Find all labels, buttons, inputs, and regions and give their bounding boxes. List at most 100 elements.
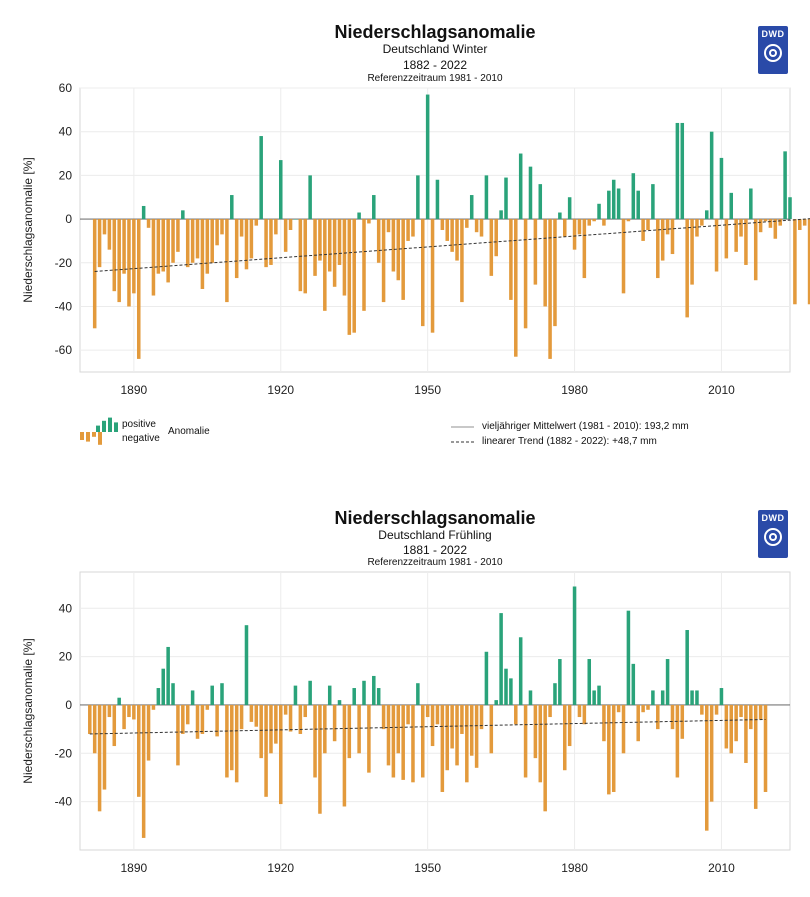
anomaly-bar [435,704,440,725]
anomaly-bar [450,219,454,252]
anomaly-bar [572,219,577,250]
anomaly-bar [455,219,459,261]
anomaly-bar [205,219,210,274]
anomaly-bar [420,704,425,778]
anomaly-bar [278,160,283,220]
anomaly-bar [660,690,665,705]
anomaly-bar [660,219,665,261]
anomaly-bar [665,219,670,235]
y-tick-label: 40 [59,601,73,615]
anomaly-bar [318,704,322,814]
anomaly-bar [528,166,533,220]
anomaly-bar [225,704,229,778]
y-tick-label: -40 [55,299,73,313]
anomaly-bar [793,219,797,305]
anomaly-bar [753,704,758,809]
anomaly-bar [758,219,763,233]
anomaly-bar [298,219,303,292]
anomaly-bar [416,175,420,220]
anomaly-bar [719,157,724,220]
anomaly-bar [146,704,151,761]
anomaly-bar [729,704,734,754]
anomaly-bar [680,704,685,739]
anomaly-bar [734,219,738,252]
anomaly-bar [479,704,484,730]
anomaly-bar [567,197,572,220]
anomaly-bar [156,219,161,274]
anomaly-bar [548,219,552,359]
anomaly-bar [548,704,552,718]
anomaly-bar [122,704,126,730]
legend-swatch [80,432,84,440]
chart-title: Niederschlagsanomalie [334,508,536,528]
anomaly-bar [420,219,425,327]
anomaly-bar [386,219,391,233]
anomaly-bar [494,219,498,257]
anomaly-bar [543,704,547,812]
anomaly-bar [651,690,655,705]
anomaly-bar [117,697,121,705]
anomaly-bar [176,219,180,252]
chart-period: 1881 - 2022 [402,543,468,557]
legend-swatch [102,420,106,432]
anomaly-bar [744,704,748,763]
dwd-logo: DWD [758,510,788,558]
anomaly-bar [616,188,621,220]
anomaly-bar [200,704,205,734]
legend-swatch [114,422,118,432]
anomaly-bar [700,219,704,226]
anomaly-bar [744,219,748,265]
anomaly-bar [646,219,650,230]
anomaly-bar [396,219,401,281]
anomaly-bar [92,704,97,754]
y-tick-label: 20 [59,650,73,664]
anomaly-bar [376,219,381,263]
chart-period: 1882 - 2022 [402,58,468,72]
anomaly-bar [323,219,327,311]
anomaly-bar [460,219,464,303]
anomaly-bar [616,704,621,713]
anomaly-bar [611,704,616,792]
legend-anomaly: Anomalie [168,426,210,437]
anomaly-bar [244,625,249,705]
anomaly-bar [264,704,268,797]
anomaly-bar [465,219,469,228]
anomaly-bar [469,704,474,756]
legend-swatch [108,417,112,432]
anomaly-bar [308,175,312,220]
y-tick-label: -40 [55,795,73,809]
anomaly-bar [376,688,381,705]
anomaly-bar [391,704,396,778]
anomaly-bar [528,690,533,705]
anomaly-bar [190,690,195,705]
anomaly-bar [352,688,356,705]
anomaly-bar [577,219,582,235]
anomaly-bar [685,630,689,705]
anomaly-bar [695,219,699,237]
anomaly-bar [362,219,366,311]
anomaly-bar [318,219,322,261]
anomaly-bar [641,704,645,713]
anomaly-bar [543,219,547,307]
anomaly-bar [450,704,454,749]
anomaly-bar [293,219,298,220]
anomaly-bar [136,219,141,359]
anomaly-bar [656,704,660,730]
anomaly-bar [220,219,224,235]
anomaly-bar [739,704,743,718]
x-tick-label: 1980 [561,383,588,397]
anomaly-bar [704,210,709,220]
anomaly-bar [313,704,317,778]
anomaly-bar [504,668,508,705]
anomaly-bar [499,210,503,220]
x-tick-label: 2010 [708,861,735,875]
anomaly-bar [210,685,214,705]
anomaly-bar [445,704,450,771]
spring-panel: Niederschlagsanomalie Deutschland Frühli… [0,480,810,897]
anomaly-bar [587,659,592,705]
anomaly-bar [592,219,596,222]
anomaly-bar [127,704,131,718]
y-tick-label: 40 [59,125,73,139]
anomaly-bar [269,704,273,754]
anomaly-bar [259,704,263,759]
